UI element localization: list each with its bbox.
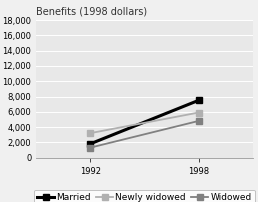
Line: Widowed: Widowed — [87, 117, 202, 151]
Newly widowed — [197, 111, 200, 114]
Married — [89, 143, 92, 145]
Widowed — [89, 146, 92, 149]
Married — [197, 99, 200, 102]
Newly widowed — [89, 132, 92, 134]
Widowed — [197, 120, 200, 122]
Line: Married: Married — [87, 97, 202, 147]
Text: Benefits (1998 dollars): Benefits (1998 dollars) — [36, 6, 147, 16]
Legend: Married, Newly widowed, Widowed: Married, Newly widowed, Widowed — [34, 189, 255, 202]
Line: Newly widowed: Newly widowed — [87, 109, 202, 137]
